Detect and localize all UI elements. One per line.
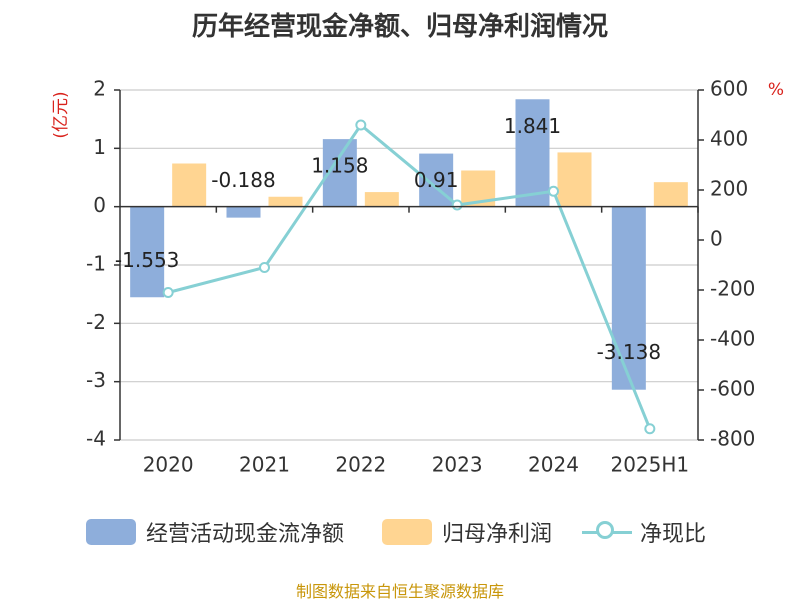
legend-label-cash-flow: 经营活动现金流净额 bbox=[146, 522, 345, 547]
bar-net-profit bbox=[557, 152, 592, 207]
y-right-tick-label: 400 bbox=[710, 127, 748, 151]
y-right-tick-label: -200 bbox=[710, 277, 755, 301]
chart-title: 历年经营现金净额、归母净利润情况 bbox=[191, 12, 608, 42]
y-left-tick-label: -1 bbox=[86, 252, 106, 276]
x-tick-label: 2023 bbox=[432, 453, 483, 477]
bar-net-profit bbox=[364, 192, 399, 207]
legend-label-ratio: 净现比 bbox=[640, 522, 707, 547]
bar-net-profit bbox=[172, 163, 207, 207]
grid-lines bbox=[120, 89, 698, 441]
y-left-tick-label: -2 bbox=[86, 310, 106, 334]
data-label-cash-flow: 0.91 bbox=[414, 168, 459, 192]
point-ratio bbox=[355, 119, 367, 131]
y-left-tick-label: 0 bbox=[93, 193, 106, 217]
data-label-cash-flow: 1.158 bbox=[311, 154, 368, 178]
y-right-tick-label: -600 bbox=[710, 377, 755, 401]
y-left-tick-label: -3 bbox=[86, 368, 106, 392]
axes-layer: 2 1 0 -1 -2 -3 -4 600 400 200 0 -200 -400 -600 -800 202… bbox=[86, 77, 755, 477]
legend-swatch-net-profit bbox=[382, 519, 432, 545]
legend-item-net-profit[interactable]: 归母净利润 bbox=[382, 516, 552, 548]
y-right-tick-label: 600 bbox=[710, 77, 748, 101]
bar-cash-flow bbox=[515, 99, 550, 207]
point-ratio bbox=[162, 287, 174, 298]
data-label-cash-flow: -3.138 bbox=[597, 340, 661, 364]
point-ratio bbox=[451, 199, 463, 211]
bar-net-profit bbox=[268, 196, 303, 207]
x-tick-label: 2022 bbox=[335, 453, 386, 477]
y-left-unit: (亿元) bbox=[51, 91, 71, 138]
legend-swatch-cash-flow bbox=[86, 519, 136, 545]
legend-item-ratio[interactable]: 净现比 bbox=[582, 516, 706, 548]
x-tick-label: 2025H1 bbox=[610, 453, 689, 477]
bar-cash-flow bbox=[130, 206, 165, 298]
data-label-cash-flow: -0.188 bbox=[211, 168, 275, 192]
data-labels-layer: -1.553 -0.188 1.158 0.91 1.841 -3.138 bbox=[115, 114, 661, 364]
point-ratio bbox=[259, 262, 270, 273]
bar-cash-flow bbox=[611, 206, 646, 390]
y-right-unit: % bbox=[768, 80, 784, 100]
y-right-tick-label: 200 bbox=[710, 177, 748, 201]
legend: 经营活动现金流净额 归母净利润 净现比 bbox=[0, 516, 800, 556]
y-left-tick-label: 1 bbox=[93, 135, 106, 159]
y-right-tick-label: -400 bbox=[710, 327, 755, 351]
legend-swatch-ratio bbox=[582, 519, 632, 545]
x-tick-label: 2021 bbox=[239, 453, 290, 477]
point-ratio bbox=[644, 423, 656, 435]
source-note: 制图数据来自恒生聚源数据库 bbox=[295, 582, 504, 601]
y-left-tick-label: -4 bbox=[86, 427, 106, 451]
x-tick-label: 2020 bbox=[143, 453, 194, 477]
legend-item-cash-flow[interactable]: 经营活动现金流净额 bbox=[86, 516, 344, 548]
y-right-tick-label: 0 bbox=[710, 227, 723, 251]
point-ratio bbox=[548, 185, 559, 197]
legend-label-net-profit: 归母净利润 bbox=[442, 522, 553, 547]
bar-cash-flow bbox=[226, 206, 261, 218]
x-tick-label: 2024 bbox=[528, 453, 579, 477]
y-left-tick-label: 2 bbox=[93, 77, 106, 101]
y-right-tick-label: -800 bbox=[710, 427, 755, 451]
bars-layer bbox=[130, 99, 688, 390]
line-ratio bbox=[167, 122, 652, 430]
data-label-cash-flow: -1.553 bbox=[115, 248, 179, 272]
data-label-cash-flow: 1.841 bbox=[504, 114, 561, 138]
bar-net-profit bbox=[653, 182, 688, 207]
